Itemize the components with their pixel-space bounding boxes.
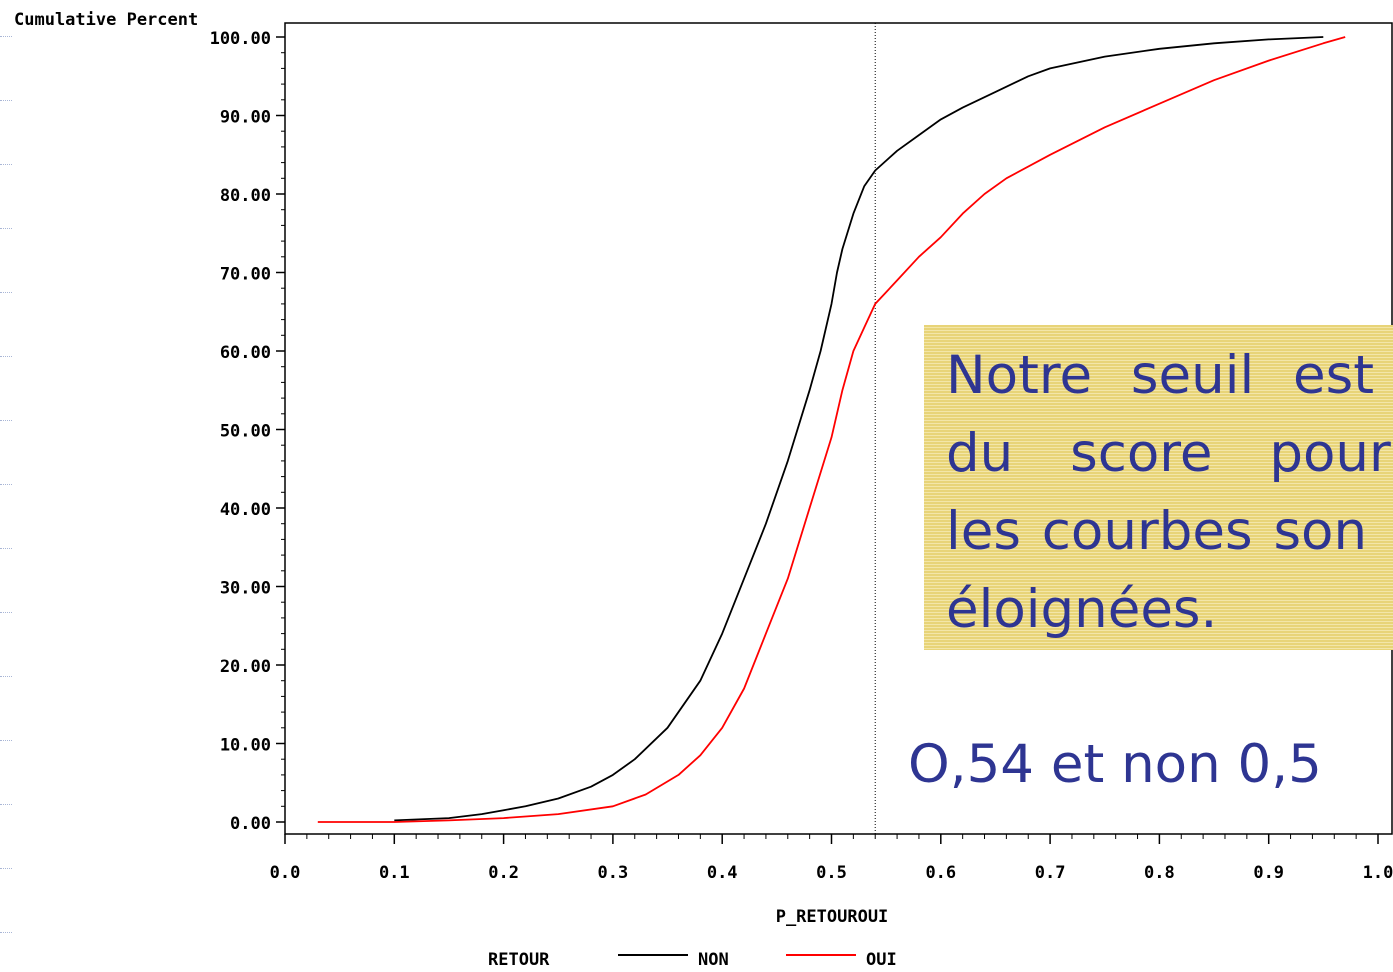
y-tick-label: 30.00: [220, 579, 271, 599]
y-tick-label: 90.00: [220, 108, 271, 128]
callout-line-4: éloignées.: [946, 579, 1218, 640]
x-axis-label: P_RETOUROUI: [776, 907, 889, 927]
margin-dot: [0, 868, 12, 869]
legend-label-non: NON: [698, 950, 729, 970]
x-tick-label: 0.0: [270, 863, 301, 883]
x-tick-label: 1.0: [1363, 863, 1393, 883]
y-tick-label: 40.00: [220, 500, 271, 520]
margin-dot: [0, 932, 12, 933]
y-tick-label: 60.00: [220, 343, 271, 363]
callout-line-2: du score pour: [946, 423, 1391, 484]
y-axis-ticks: 0.00 10.00 20.00 30.00 40.00 50.00 60.00 70.00 8…: [210, 29, 285, 834]
y-tick-label: 100.00: [210, 29, 271, 49]
margin-dot: [0, 420, 12, 421]
margin-dot: [0, 676, 12, 677]
margin-dot: [0, 612, 12, 613]
legend-label-oui: OUI: [866, 950, 897, 970]
callout-box: Notre seuil est du score pour les courbe…: [924, 325, 1393, 650]
margin-dot: [0, 484, 12, 485]
x-tick-label: 0.6: [925, 863, 956, 883]
margin-dot: [0, 548, 12, 549]
x-tick-label: 0.3: [598, 863, 629, 883]
callout-line-3: les courbes son: [946, 501, 1368, 562]
margin-dot: [0, 164, 12, 165]
series-line-oui: [317, 36, 1346, 823]
margin-dot: [0, 36, 12, 37]
y-tick-label: 10.00: [220, 736, 271, 756]
x-tick-label: 0.5: [816, 863, 847, 883]
slide-margin-dots: [0, 0, 14, 972]
x-tick-label: 0.1: [379, 863, 410, 883]
y-tick-label: 80.00: [220, 186, 271, 206]
x-tick-label: 0.2: [488, 863, 519, 883]
threshold-note: O,54 et non 0,5: [908, 734, 1322, 795]
margin-dot: [0, 100, 12, 101]
legend-title: RETOUR: [488, 950, 550, 970]
margin-dot: [0, 804, 12, 805]
callout-line-1: Notre seuil est: [946, 345, 1375, 406]
series-layer: [317, 36, 1346, 823]
x-tick-label: 0.9: [1253, 863, 1284, 883]
x-tick-label: 0.7: [1035, 863, 1066, 883]
series-line-non: [394, 36, 1324, 822]
x-tick-label: 0.4: [707, 863, 738, 883]
margin-dot: [0, 356, 12, 357]
margin-dot: [0, 740, 12, 741]
y-tick-label: 50.00: [220, 422, 271, 442]
x-axis-ticks: 0.0 0.1 0.2 0.3 0.4 0.5 0.6 0.7 0.8 0.9 1.0: [270, 834, 1393, 883]
y-tick-label: 70.00: [220, 265, 271, 285]
margin-dot: [0, 292, 12, 293]
legend: RETOUR NON OUI: [488, 950, 897, 970]
x-tick-label: 0.8: [1144, 863, 1175, 883]
y-axis-label: Cumulative Percent: [14, 10, 198, 30]
y-tick-label: 20.00: [220, 657, 271, 677]
y-tick-label: 0.00: [230, 814, 271, 834]
margin-dot: [0, 228, 12, 229]
